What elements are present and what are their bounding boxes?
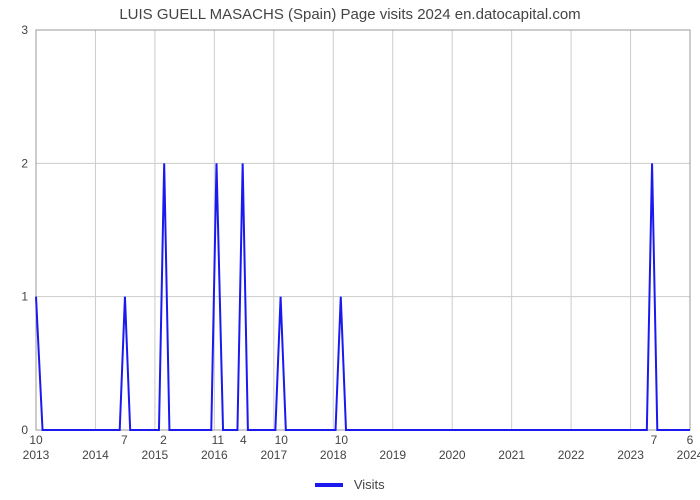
- svg-text:2018: 2018: [320, 448, 347, 462]
- svg-text:2: 2: [21, 156, 28, 170]
- legend: Visits: [0, 476, 700, 494]
- chart-container: { "chart": { "type": "line", "title": "L…: [0, 0, 700, 500]
- svg-text:2020: 2020: [439, 448, 466, 462]
- legend-label: Visits: [354, 477, 385, 492]
- svg-text:2013: 2013: [23, 448, 50, 462]
- svg-text:4: 4: [240, 433, 247, 447]
- svg-text:2024: 2024: [677, 448, 700, 462]
- svg-text:2014: 2014: [82, 448, 109, 462]
- grid: [36, 30, 690, 430]
- svg-text:2023: 2023: [617, 448, 644, 462]
- svg-text:7: 7: [651, 433, 658, 447]
- x-axis-ticks: 2013 2014 2015 2016 2017 2018 2019 2020 2021 2022…: [23, 448, 700, 462]
- svg-text:6: 6: [687, 433, 694, 447]
- svg-text:3: 3: [21, 23, 28, 37]
- svg-text:10: 10: [335, 433, 349, 447]
- svg-text:2019: 2019: [379, 448, 406, 462]
- svg-text:2: 2: [160, 433, 167, 447]
- value-labels: 10 7 2 11 4 10 10 7 6: [29, 433, 693, 447]
- svg-text:2022: 2022: [558, 448, 585, 462]
- svg-text:7: 7: [121, 433, 128, 447]
- svg-text:2015: 2015: [142, 448, 169, 462]
- chart-plot: 0 1 2 3 2013 2014 2015 2016 2017 2018 2019 2020 202…: [0, 0, 700, 500]
- svg-text:11: 11: [212, 433, 225, 447]
- svg-text:2017: 2017: [260, 448, 287, 462]
- svg-text:10: 10: [275, 433, 289, 447]
- plot-border: [36, 30, 690, 430]
- svg-text:2021: 2021: [498, 448, 525, 462]
- svg-text:2016: 2016: [201, 448, 228, 462]
- svg-text:10: 10: [29, 433, 43, 447]
- y-axis-ticks: 0 1 2 3: [21, 23, 28, 437]
- svg-text:0: 0: [21, 423, 28, 437]
- legend-swatch: [315, 483, 343, 487]
- svg-text:1: 1: [21, 290, 28, 304]
